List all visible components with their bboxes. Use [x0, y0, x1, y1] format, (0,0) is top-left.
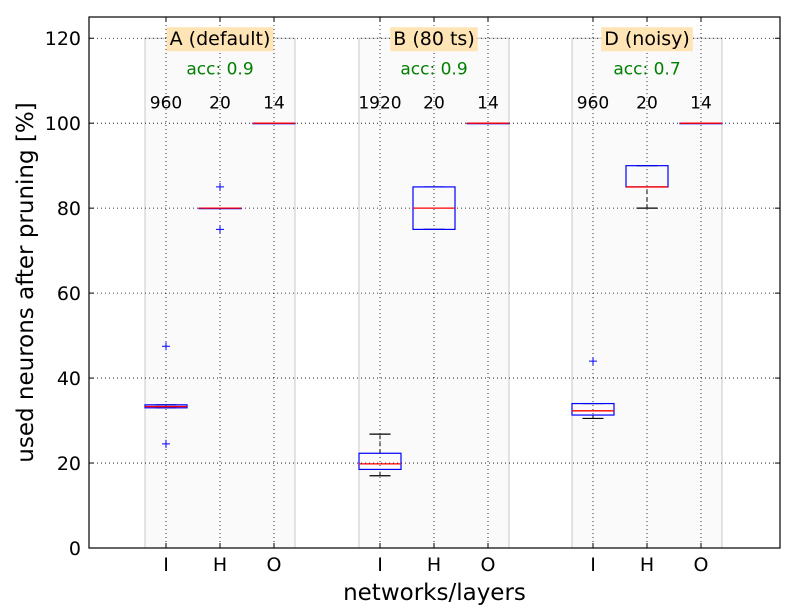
outlier-marker [162, 342, 170, 351]
y-tick-label: 40 [57, 368, 81, 390]
layer-size-label: 20 [209, 93, 231, 113]
group-title-background [390, 27, 478, 52]
outlier-marker [216, 225, 224, 234]
x-tick-label: H [640, 554, 654, 576]
annotations: 960 20 14 A (default) acc: 0.9 1920 20 14 B (80 … [150, 27, 712, 113]
outlier-marker [216, 182, 224, 191]
x-tick-label: I [590, 554, 596, 576]
y-tick-label: 20 [57, 453, 81, 475]
y-tick-label: 0 [69, 538, 81, 560]
x-tick-label: O [694, 554, 709, 576]
box-I [358, 452, 402, 471]
group-title-background [166, 27, 274, 52]
group-title: B (80 ts) [393, 28, 474, 50]
axes: I H O I H O I H O 0 20 40 60 80 100 120 [45, 16, 781, 576]
layer-size-label: 960 [150, 93, 182, 113]
layer-size-label: 14 [477, 93, 499, 113]
layer-size-label: 14 [690, 93, 712, 113]
boxes [144, 122, 723, 477]
grid [89, 17, 780, 548]
accuracy-label: acc: 0.7 [613, 59, 680, 79]
y-tick-label: 80 [57, 198, 81, 220]
group-title-background [601, 27, 693, 52]
x-tick-label: I [163, 554, 169, 576]
layer-size-label: 20 [636, 93, 658, 113]
accuracy-label: acc: 0.9 [186, 59, 253, 79]
accuracy-label: acc: 0.9 [400, 59, 467, 79]
x-tick-label: H [213, 554, 227, 576]
y-tick-label: 120 [45, 28, 81, 50]
layer-size-label: 960 [577, 93, 609, 113]
layer-size-label: 20 [423, 93, 445, 113]
group-title: A (default) [170, 28, 271, 50]
x-axis-label: networks/layers [343, 580, 526, 606]
plot-frame [88, 16, 781, 549]
x-tick-label: I [377, 554, 383, 576]
y-tick-label: 60 [57, 283, 81, 305]
group-title: D (noisy) [604, 28, 690, 50]
layer-size-label: 1920 [358, 93, 401, 113]
y-tick-label: 100 [45, 113, 81, 135]
layer-size-label: 14 [263, 93, 285, 113]
box-I [571, 402, 615, 416]
outlier-marker [589, 357, 597, 366]
y-axis-label: used neurons after pruning [%] [13, 102, 39, 462]
outlier-marker [162, 439, 170, 448]
x-tick-label: O [267, 554, 282, 576]
x-tick-label: H [427, 554, 441, 576]
x-tick-label: O [481, 554, 496, 576]
